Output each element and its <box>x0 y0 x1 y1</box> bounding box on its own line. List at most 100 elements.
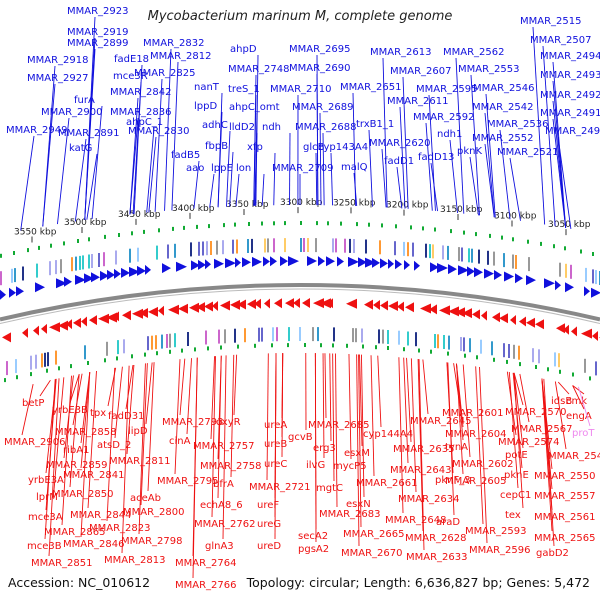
reverse-feature-mark <box>272 327 274 342</box>
forward-gene-arrow <box>121 267 130 278</box>
forward-gene-label: MMAR_2688 <box>295 122 357 133</box>
reverse-gene-label: MMAR_2661 <box>356 478 418 489</box>
reverse-gene-label: MMAR_2846 <box>63 539 125 550</box>
inner-tick-mark <box>254 343 256 348</box>
forward-feature-mark <box>36 263 38 278</box>
reverse-gene-label: ureD <box>257 541 281 552</box>
forward-feature-mark <box>458 247 460 262</box>
forward-gene-arrow <box>129 266 140 277</box>
outer-tick-mark <box>223 223 225 228</box>
forward-gene-label: MMAR_2918 <box>27 55 89 66</box>
reverse-feature-mark <box>234 328 236 343</box>
forward-feature-mark <box>11 268 13 283</box>
forward-feature-mark <box>137 247 139 262</box>
reverse-gene-arrow <box>41 323 47 334</box>
forward-feature-mark <box>14 268 16 283</box>
forward-gene-leader-line <box>171 61 179 211</box>
reverse-feature-mark <box>382 329 384 344</box>
forward-gene-leader-line <box>74 138 87 222</box>
reverse-gene-label: MMAR_2758 <box>200 461 262 472</box>
forward-gene-label: lppD <box>194 101 217 112</box>
reverse-gene-arrow <box>364 299 373 310</box>
reverse-feature-mark <box>407 331 409 346</box>
reverse-gene-leader-line <box>126 364 135 455</box>
forward-feature-mark <box>528 257 530 272</box>
forward-gene-leader-line <box>42 83 56 227</box>
reverse-gene-label: engA <box>566 411 592 422</box>
forward-gene-label: aao <box>186 163 204 174</box>
reverse-gene-label: MMAR_2574 <box>498 437 560 448</box>
reverse-gene-arrow <box>58 320 68 331</box>
forward-gene-arrow <box>176 261 187 272</box>
forward-feature-mark <box>167 244 169 259</box>
forward-gene-label: MMAR_2492 <box>540 90 600 101</box>
reverse-gene-leader-line <box>359 354 363 447</box>
reverse-gene-leader-line <box>80 372 91 469</box>
forward-feature-mark <box>82 255 84 270</box>
reverse-gene-label: mgtC <box>316 483 343 494</box>
inner-tick-mark <box>403 347 405 352</box>
outer-tick-mark <box>27 248 29 253</box>
forward-feature-mark <box>190 242 192 257</box>
outer-tick-mark <box>381 223 383 228</box>
forward-gene-label: adhC <box>202 120 228 131</box>
forward-gene-arrow <box>395 259 402 270</box>
reverse-gene-label: lipD <box>128 426 148 437</box>
reverse-feature-mark <box>205 330 207 345</box>
ruler-label: 3050 kbp <box>548 220 591 230</box>
reverse-gene-leader-line <box>543 378 555 547</box>
forward-feature-mark <box>403 241 405 256</box>
forward-gene-leader-line <box>164 48 172 211</box>
forward-gene-arrow <box>64 276 72 287</box>
inner-tick-mark <box>430 349 432 354</box>
forward-gene-leader-line <box>485 93 496 218</box>
outer-tick-mark <box>527 239 529 244</box>
reverse-gene-arrow <box>327 298 333 309</box>
reverse-gene-arrow <box>535 319 544 330</box>
forward-gene-label: MMAR_2553 <box>458 64 520 75</box>
outer-tick-mark <box>158 228 160 233</box>
outer-tick-mark <box>316 221 318 226</box>
forward-feature-mark <box>60 259 62 274</box>
forward-feature-mark <box>461 247 463 262</box>
reverse-gene-leader-line <box>125 365 134 410</box>
reverse-gene-label: MMAR_2906 <box>4 437 66 448</box>
reverse-feature-mark <box>513 344 515 359</box>
ruler-label: 3450 kbp <box>118 210 161 220</box>
forward-gene-arrow <box>458 265 469 276</box>
outer-tick-mark <box>475 232 477 237</box>
reverse-gene-arrow <box>264 298 270 309</box>
reverse-gene-label: araD <box>436 517 460 528</box>
outer-tick-mark <box>131 231 133 236</box>
forward-gene-leader-line <box>86 153 98 220</box>
reverse-gene-leader-line <box>192 357 198 579</box>
forward-gene-arrow <box>198 259 206 270</box>
outer-tick-mark <box>540 241 542 246</box>
reverse-gene-leader-line <box>274 353 277 540</box>
forward-gene-leader-line <box>428 94 436 211</box>
reverse-gene-arrow <box>122 310 131 321</box>
reverse-gene-arrow <box>492 312 500 323</box>
forward-gene-label: MMAR_2620 <box>369 138 431 149</box>
forward-gene-leader-line <box>129 117 139 215</box>
forward-feature-mark <box>315 238 317 253</box>
forward-feature-mark <box>284 238 286 253</box>
forward-gene-leader-line <box>322 132 325 206</box>
forward-gene-arrow <box>337 256 344 267</box>
forward-gene-arrow <box>225 258 236 269</box>
reverse-feature-mark <box>261 327 263 342</box>
reverse-gene-leader-line <box>145 362 153 425</box>
forward-gene-leader-line <box>193 160 200 209</box>
reverse-feature-mark <box>123 339 125 354</box>
reverse-feature-mark <box>35 354 37 369</box>
reverse-feature-mark <box>55 350 57 365</box>
forward-feature-mark <box>129 248 131 263</box>
forward-gene-label: MMAR_2493 <box>540 70 600 81</box>
reverse-gene-label: MMAR_2567 <box>511 424 573 435</box>
inner-tick-mark <box>346 343 348 348</box>
forward-gene-label: fadE18 <box>114 54 149 65</box>
forward-feature-mark <box>515 255 517 269</box>
forward-gene-leader-line <box>316 73 319 206</box>
reverse-gene-label: ureG <box>257 519 281 530</box>
reverse-feature-mark <box>47 352 49 367</box>
